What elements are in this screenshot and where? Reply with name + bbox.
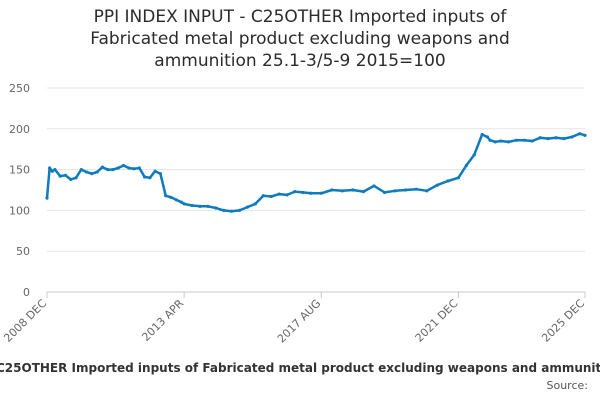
data-point	[446, 179, 450, 183]
data-point	[164, 194, 168, 198]
data-point	[148, 176, 152, 180]
data-point	[499, 139, 503, 143]
data-point	[230, 209, 234, 213]
data-point	[435, 183, 439, 187]
data-point	[206, 204, 210, 208]
y-tick-label-250: 250	[9, 82, 30, 95]
data-point	[63, 173, 68, 177]
data-point	[277, 192, 281, 196]
chart-title-line-1: PPI INDEX INPUT - C25OTHER Imported inpu…	[93, 7, 507, 27]
source-label: Source:	[546, 379, 589, 392]
data-point	[546, 136, 550, 141]
data-point	[372, 184, 376, 188]
data-point	[237, 208, 242, 212]
data-point	[340, 189, 344, 193]
data-point	[45, 196, 49, 200]
data-point	[351, 188, 355, 192]
chart-title: PPI INDEX INPUT - C25OTHER Imported inpu…	[0, 6, 600, 72]
data-point	[132, 167, 136, 171]
data-point	[382, 190, 387, 195]
data-point	[393, 189, 397, 193]
series-line	[45, 132, 587, 213]
data-point	[58, 174, 62, 178]
data-point	[53, 168, 57, 172]
data-point	[464, 163, 468, 168]
data-point	[583, 133, 587, 137]
data-point	[198, 204, 202, 208]
x-tick-label-2025-dec: 2025 DEC	[539, 297, 587, 345]
data-point	[285, 193, 289, 197]
data-point	[485, 135, 490, 139]
data-point	[174, 198, 178, 202]
data-point	[261, 194, 265, 198]
data-point	[74, 176, 78, 180]
x-tick-label-2013-apr: 2013 APR	[139, 297, 186, 344]
chart-title-line-3: ammunition 25.1-3/5-9 2015=100	[154, 51, 446, 71]
data-point	[578, 132, 582, 136]
data-point	[488, 138, 492, 142]
data-point	[106, 168, 110, 172]
data-point	[514, 138, 519, 142]
data-point	[222, 208, 226, 212]
data-point	[269, 194, 273, 199]
data-point	[506, 140, 511, 144]
data-point	[414, 187, 418, 191]
data-point	[137, 166, 141, 170]
data-point	[538, 136, 542, 140]
data-point	[330, 188, 334, 192]
x-tick-label-2008-dec: 2008 DEC	[1, 297, 49, 345]
data-point	[245, 205, 250, 209]
data-point	[169, 195, 173, 199]
y-tick-label-50: 50	[16, 245, 30, 258]
data-point	[404, 188, 408, 192]
data-point	[425, 189, 429, 193]
data-point	[116, 166, 120, 170]
y-tick-label-200: 200	[9, 123, 30, 136]
data-point	[153, 169, 157, 173]
data-point	[309, 191, 313, 195]
data-point	[214, 206, 218, 210]
data-point	[100, 165, 104, 169]
data-point	[182, 202, 186, 206]
data-point	[480, 132, 484, 137]
data-point	[562, 136, 566, 141]
y-tick-label-150: 150	[9, 164, 30, 177]
data-point	[127, 166, 131, 170]
data-point	[111, 168, 115, 172]
data-point	[456, 176, 461, 180]
data-point	[361, 190, 366, 194]
data-point	[293, 190, 297, 194]
data-point	[84, 170, 89, 174]
data-point	[121, 163, 126, 168]
data-point	[554, 136, 558, 140]
data-point	[530, 139, 534, 143]
data-point	[472, 153, 476, 157]
data-point	[190, 203, 194, 208]
data-point	[522, 138, 526, 142]
data-point	[179, 200, 184, 204]
x-tick-label-2017-aug: 2017 AUG	[275, 297, 324, 346]
data-point	[319, 191, 323, 195]
data-point	[570, 135, 574, 139]
x-tick-label-2021-dec: 2021 DEC	[413, 297, 461, 345]
data-point	[48, 166, 52, 170]
data-point	[493, 140, 497, 144]
data-point	[95, 170, 99, 174]
series-caption: C25OTHER Imported inputs of Fabricated m…	[0, 361, 600, 375]
data-point	[90, 172, 94, 176]
data-point	[142, 175, 147, 179]
data-point	[301, 190, 305, 195]
chart-title-line-2: Fabricated metal product excluding weapo…	[90, 29, 510, 49]
data-point	[253, 202, 257, 206]
data-point	[79, 168, 83, 172]
data-point	[69, 177, 73, 181]
data-point	[50, 169, 54, 173]
y-tick-label-100: 100	[9, 204, 30, 217]
y-tick-label-0: 0	[23, 286, 30, 299]
data-point	[158, 172, 163, 176]
